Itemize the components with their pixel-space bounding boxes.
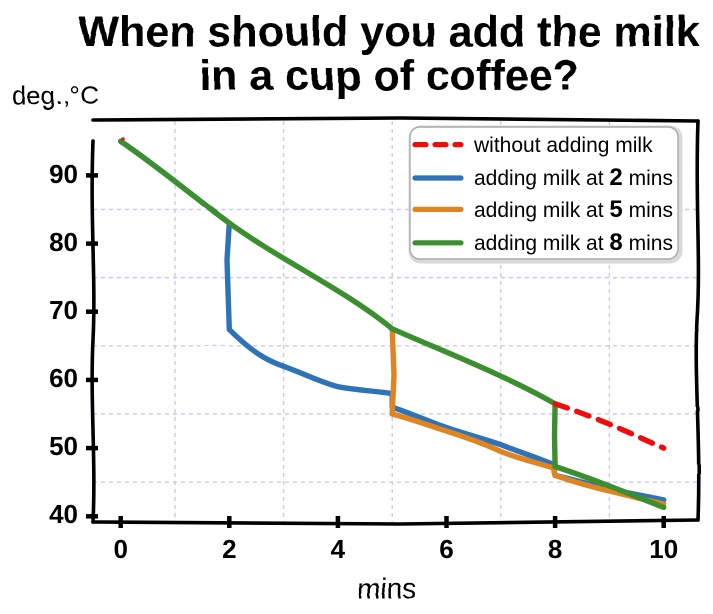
svg-text:70: 70 bbox=[49, 295, 78, 325]
svg-text:8: 8 bbox=[548, 534, 562, 564]
svg-text:in a cup of coffee?: in a cup of coffee? bbox=[199, 52, 579, 100]
svg-text:90: 90 bbox=[49, 159, 78, 189]
svg-text:adding milk at 2 mins: adding milk at 2 mins bbox=[474, 164, 673, 191]
svg-text:10: 10 bbox=[649, 534, 678, 564]
svg-text:adding milk at 5 mins: adding milk at 5 mins bbox=[474, 196, 673, 223]
svg-text:50: 50 bbox=[49, 431, 78, 461]
svg-text:adding milk at 8 mins: adding milk at 8 mins bbox=[474, 229, 673, 256]
svg-text:When should you add the milk: When should you add the milk bbox=[78, 8, 699, 56]
svg-text:80: 80 bbox=[49, 227, 78, 257]
svg-text:4: 4 bbox=[331, 534, 346, 564]
svg-text:40: 40 bbox=[49, 499, 78, 529]
svg-text:2: 2 bbox=[222, 534, 236, 564]
svg-text:mins: mins bbox=[357, 573, 416, 604]
svg-text:deg.,°C: deg.,°C bbox=[12, 80, 99, 110]
svg-text:60: 60 bbox=[49, 363, 78, 393]
svg-text:6: 6 bbox=[439, 534, 453, 564]
svg-text:without adding milk: without adding milk bbox=[473, 134, 653, 157]
svg-text:0: 0 bbox=[113, 534, 127, 564]
